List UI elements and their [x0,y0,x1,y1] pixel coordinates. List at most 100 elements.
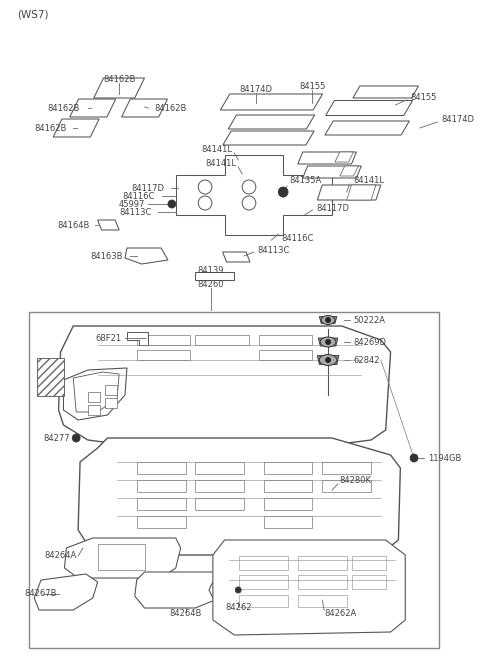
Text: 84141L: 84141L [353,175,384,185]
Polygon shape [70,99,116,117]
Circle shape [242,180,256,194]
Text: 62842: 62842 [353,355,380,365]
Circle shape [198,196,212,210]
Polygon shape [264,480,312,492]
Polygon shape [88,392,99,402]
Polygon shape [325,121,409,135]
Text: 84260: 84260 [198,280,224,288]
Text: 84162B: 84162B [154,104,187,112]
Polygon shape [97,220,119,230]
Polygon shape [195,272,234,280]
Polygon shape [195,335,249,345]
Ellipse shape [319,355,337,365]
Polygon shape [318,338,338,346]
Polygon shape [322,462,371,474]
Text: 84155: 84155 [410,92,436,102]
Polygon shape [264,498,312,510]
Polygon shape [340,166,359,176]
Polygon shape [347,185,376,200]
Polygon shape [137,498,186,510]
Polygon shape [335,152,353,162]
Circle shape [235,587,241,593]
Polygon shape [195,480,244,492]
Polygon shape [223,131,314,145]
Circle shape [278,187,288,197]
Text: 84174D: 84174D [240,84,272,94]
Text: 84164B: 84164B [58,220,90,230]
Polygon shape [125,248,168,264]
Text: 84113C: 84113C [119,208,151,216]
Polygon shape [325,100,412,116]
Polygon shape [259,335,312,345]
Bar [29,312,439,648]
Circle shape [325,339,331,345]
Polygon shape [322,480,371,492]
Text: 84117D: 84117D [131,183,164,193]
Circle shape [325,357,331,363]
Ellipse shape [321,315,335,325]
Text: 84162B: 84162B [34,124,66,133]
Polygon shape [209,578,265,602]
Polygon shape [228,115,314,129]
Polygon shape [298,556,347,570]
Polygon shape [97,544,144,570]
Circle shape [325,317,331,323]
Polygon shape [34,574,97,610]
Polygon shape [239,575,288,589]
Polygon shape [176,155,332,235]
Polygon shape [137,335,191,345]
Polygon shape [195,498,244,510]
Text: 84262A: 84262A [324,610,357,618]
Text: 84174D: 84174D [441,114,474,124]
Polygon shape [259,350,312,360]
Circle shape [198,180,212,194]
Polygon shape [317,355,339,365]
Text: 84116C: 84116C [122,191,154,201]
Text: 84139: 84139 [198,266,224,274]
Text: 84135A: 84135A [289,175,321,185]
Text: 1194GB: 1194GB [428,454,461,463]
Polygon shape [239,595,288,607]
Polygon shape [319,317,337,323]
Text: 84269D: 84269D [353,337,386,347]
Polygon shape [94,78,144,98]
Polygon shape [64,538,180,578]
Ellipse shape [320,337,336,347]
Circle shape [410,454,418,462]
Polygon shape [137,480,186,492]
Text: 84262: 84262 [225,602,252,612]
Polygon shape [106,385,117,395]
Polygon shape [223,252,250,262]
Polygon shape [298,595,347,607]
Polygon shape [63,368,127,420]
Text: 45997: 45997 [118,199,144,208]
Text: 84162B: 84162B [103,74,135,84]
Polygon shape [121,99,168,117]
Polygon shape [88,405,99,415]
Circle shape [168,200,176,208]
Circle shape [242,196,256,210]
Polygon shape [239,556,288,570]
Polygon shape [135,572,229,608]
Polygon shape [264,516,312,528]
Text: 84117D: 84117D [316,203,349,212]
Polygon shape [264,462,312,474]
Polygon shape [137,462,186,474]
Polygon shape [137,516,186,528]
Polygon shape [351,556,386,570]
Polygon shape [317,185,381,200]
Polygon shape [73,372,119,412]
Bar [37,358,64,396]
Polygon shape [106,398,117,408]
Text: 84264A: 84264A [44,552,76,560]
Polygon shape [127,332,148,345]
Text: 84163B: 84163B [91,252,123,260]
Text: 50222A: 50222A [353,315,385,325]
Text: 84116C: 84116C [281,234,313,242]
Polygon shape [53,119,99,137]
Text: 84113C: 84113C [258,246,290,254]
Text: 84277: 84277 [44,434,70,442]
Polygon shape [78,438,400,555]
Polygon shape [59,326,391,445]
Polygon shape [220,94,323,110]
